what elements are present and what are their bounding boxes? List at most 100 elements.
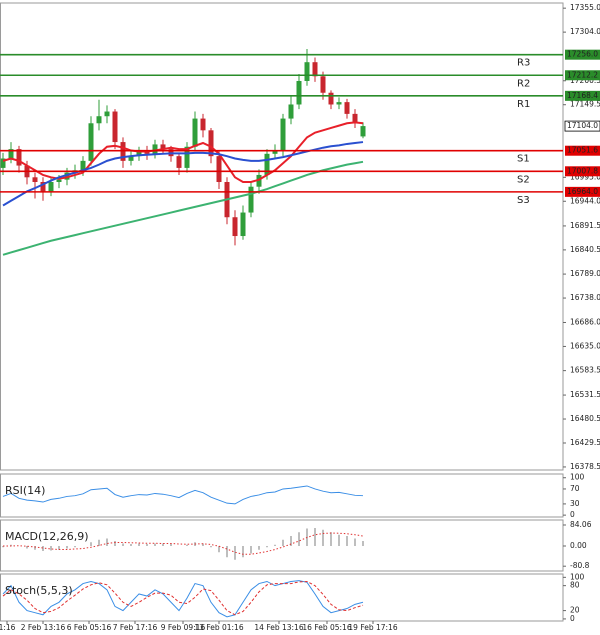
- panel-frame: [0, 473, 564, 518]
- y-tick-label: 16840.5: [570, 245, 600, 254]
- x-tick-label: 19 Feb 17:16: [348, 623, 397, 632]
- candle-body: [8, 149, 14, 159]
- x-tick-label: 1:16: [0, 623, 16, 632]
- level-label: 17007.8: [567, 166, 598, 175]
- candle-body: [56, 179, 62, 183]
- candle-body: [32, 177, 38, 183]
- candle-body: [240, 212, 246, 237]
- candle-body: [288, 104, 294, 119]
- candle-body: [88, 123, 94, 161]
- y-tick-label: 17304.0: [570, 27, 600, 36]
- y-tick-label: 80: [570, 581, 580, 590]
- x-tick-label: 14 Feb 13:16: [254, 623, 303, 632]
- candle-body: [64, 172, 70, 180]
- level-box: [565, 70, 600, 81]
- series-line: [2, 160, 364, 256]
- candle-body: [256, 174, 262, 187]
- level-box: [565, 145, 600, 156]
- y-tick-label: 17355.0: [570, 3, 600, 12]
- series-line: [2, 485, 364, 505]
- level-name: S3: [517, 195, 530, 206]
- y-tick-label: 100: [570, 572, 585, 581]
- candle-body: [344, 102, 350, 114]
- y-tick-label: 16531.5: [570, 390, 600, 399]
- level-box: [565, 166, 600, 177]
- x-tick-label: 13 Feb 01:16: [194, 623, 243, 632]
- candle-body: [152, 144, 158, 154]
- candle-body: [352, 113, 358, 124]
- level-name: S1: [517, 154, 530, 165]
- y-tick-label: -80.8: [570, 561, 590, 570]
- y-tick-label: 16686.0: [570, 317, 600, 326]
- y-tick-label: 0: [570, 614, 575, 623]
- candle-body: [320, 76, 326, 93]
- candle-body: [232, 217, 238, 237]
- candle-body: [216, 156, 222, 183]
- x-tick-label: 6 Feb 05:16: [67, 623, 112, 632]
- x-tick-label: 9 Feb 09:16: [161, 623, 206, 632]
- y-tick-label: 16891.5: [570, 221, 600, 230]
- y-tick-label: 16995.0: [570, 172, 600, 181]
- candle-body: [248, 186, 254, 213]
- level-name: R1: [517, 99, 530, 110]
- y-tick-label: 16738.0: [570, 293, 600, 302]
- y-tick-label: 16429.5: [570, 438, 600, 447]
- level-box: [565, 49, 600, 60]
- candle-body: [16, 149, 22, 166]
- series-line: [2, 580, 364, 618]
- candle-body: [96, 116, 102, 124]
- candle-body: [272, 151, 278, 154]
- y-tick-label: 16789.0: [570, 269, 600, 278]
- candle-body: [128, 156, 134, 161]
- candle-body: [48, 182, 54, 192]
- candle-body: [208, 130, 214, 157]
- x-tick-label: 16 Feb 05:16: [302, 623, 351, 632]
- y-tick-label: 100: [570, 473, 585, 482]
- candle-body: [280, 118, 286, 152]
- y-tick-label: 16480.5: [570, 414, 600, 423]
- y-tick-label: 16378.5: [570, 462, 600, 471]
- y-tick-label: 0: [570, 510, 575, 519]
- y-tick-label: 16583.5: [570, 366, 600, 375]
- level-box: [565, 90, 600, 101]
- panel-frame: [0, 573, 564, 622]
- candle-body: [176, 156, 182, 168]
- level-label: 17051.6: [567, 146, 598, 155]
- y-tick-label: 70: [570, 484, 580, 493]
- candle-body: [136, 151, 142, 157]
- candle-body: [104, 111, 110, 117]
- candle-body: [200, 118, 206, 131]
- x-tick-label: 7 Feb 17:16: [113, 623, 158, 632]
- candle-body: [360, 126, 366, 137]
- level-box: [565, 186, 600, 197]
- level-label: 17168.4: [567, 91, 598, 100]
- level-name: R2: [517, 78, 530, 89]
- series-line: [3, 532, 364, 555]
- panel-frame: [0, 2, 564, 471]
- last-price-label: 17104.0: [567, 121, 598, 130]
- candle-body: [80, 160, 86, 171]
- candle-body: [312, 62, 318, 77]
- level-name: R3: [517, 58, 530, 69]
- candle-body: [112, 111, 118, 143]
- series-line: [2, 580, 364, 616]
- y-tick-label: 0.00: [570, 541, 587, 550]
- series-line: [2, 121, 364, 184]
- y-tick-label: 30: [570, 499, 580, 508]
- candle-body: [144, 151, 150, 154]
- panel-title: MACD(12,26,9): [5, 530, 89, 543]
- panel-title: RSI(14): [5, 484, 45, 497]
- level-label: 17212.2: [567, 70, 598, 79]
- candle-body: [264, 153, 270, 175]
- y-tick-label: 16635.0: [570, 341, 600, 350]
- y-tick-label: 84.06: [570, 520, 592, 529]
- panel-title: Stoch(5,5,3): [5, 584, 73, 597]
- candle-body: [160, 144, 166, 150]
- candle-body: [0, 158, 6, 168]
- candle-body: [304, 62, 310, 81]
- candle-body: [40, 182, 46, 192]
- level-name: S2: [517, 174, 530, 185]
- candle-body: [336, 102, 342, 105]
